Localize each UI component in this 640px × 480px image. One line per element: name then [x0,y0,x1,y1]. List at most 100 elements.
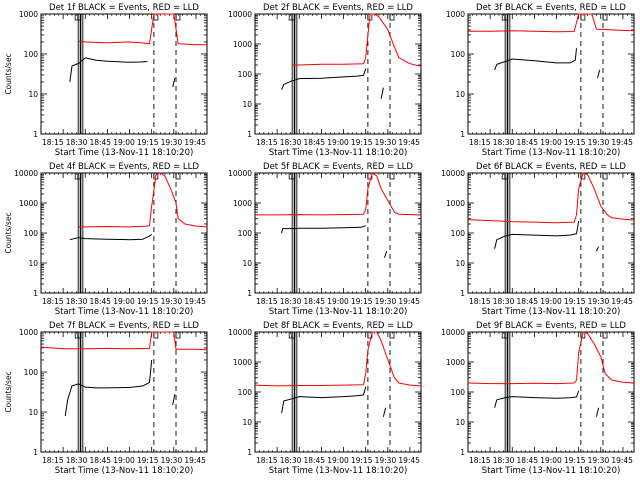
x-tick-label: 19:00 [113,456,135,465]
plot-frame [40,331,208,453]
x-tick-label: 18:15 [256,138,278,147]
panel-title: Det 8f BLACK = Events, RED = LLD [263,321,413,331]
y-tick-label: 10000 [228,169,252,178]
x-tick-label: 18:45 [89,297,111,306]
x-tick-label: 19:00 [327,297,349,306]
plot-frame [40,172,208,294]
time-marker-flag [389,172,395,180]
series-black-events [597,69,601,79]
x-tick-label: 18:30 [493,138,515,147]
panel-4: Det 4f BLACK = Events, RED = LLD 1 10 100 10… [4,162,208,317]
x-tick-label: 18:15 [469,456,491,465]
series-black-events [281,386,367,414]
time-marker-flag [175,13,181,21]
panel-title: Det 5f BLACK = Events, RED = LLD [263,162,413,172]
time-marker-flag [175,331,181,339]
series-black-events [69,233,152,241]
x-tick-label: 19:00 [113,297,135,306]
x-tick-label: 19:30 [161,138,183,147]
x-tick-label: 19:15 [351,456,373,465]
x-tick-label: 19:00 [113,138,135,147]
x-tick-label: 19:30 [161,456,183,465]
x-tick-label: 19:00 [327,456,349,465]
series-black-events [595,246,600,252]
time-marker-flag [291,13,296,21]
x-axis-label: Start Time (13-Nov-11 18:10:20) [55,307,194,317]
x-axis-label: Start Time (13-Nov-11 18:10:20) [482,148,621,158]
plot-frame [467,13,635,135]
series-black-events [281,225,366,234]
x-axis-label: Start Time (13-Nov-11 18:10:20) [55,148,194,158]
x-tick-label: 18:45 [516,138,538,147]
y-tick-label: 1000 [19,328,38,337]
x-tick-label: 19:00 [540,456,562,465]
plot-frame [254,172,422,294]
x-tick-label: 19:30 [588,138,610,147]
x-tick-label: 18:30 [493,297,515,306]
x-tick-label: 18:30 [280,138,302,147]
y-tick-label: 1 [33,448,38,457]
y-axis-label: Counts/sec [4,212,13,253]
y-tick-label: 1000 [233,358,252,367]
x-tick-label: 19:45 [184,456,206,465]
y-tick-label: 10 [242,100,252,109]
y-tick-label: 100 [238,70,253,79]
x-tick-label: 19:30 [375,297,397,306]
y-tick-label: 10000 [441,328,465,337]
series-red-lld [467,331,635,385]
x-tick-label: 19:30 [588,456,610,465]
plot-frame [254,331,422,453]
x-tick-label: 19:45 [184,138,206,147]
y-tick-label: 10 [28,90,38,99]
y-tick-label: 100 [24,50,39,59]
series-black-events [380,87,384,99]
time-marker-flag [175,172,181,180]
series-red-lld [467,172,635,224]
x-axis-label: Start Time (13-Nov-11 18:10:20) [55,466,194,476]
time-marker-flag [602,331,608,339]
y-tick-label: 100 [24,368,39,377]
panel-7: Det 7f BLACK = Events, RED = LLD 1 10 100 10… [4,321,208,476]
time-marker-flag [77,172,82,180]
series-red-lld [78,172,208,228]
series-black-events [69,57,148,83]
x-axis-label: Start Time (13-Nov-11 18:10:20) [269,307,408,317]
y-tick-label: 10 [28,408,38,417]
panel-6: Det 6f BLACK = Events, RED = LLD 1 10 100 10… [441,162,635,317]
x-tick-label: 18:45 [303,138,325,147]
y-tick-label: 1000 [446,358,465,367]
x-tick-label: 18:15 [469,138,491,147]
y-tick-label: 1 [460,130,465,139]
series-red-lld [78,13,207,46]
x-tick-label: 18:30 [280,456,302,465]
x-tick-label: 18:30 [280,297,302,306]
panel-title: Det 2f BLACK = Events, RED = LLD [263,3,413,13]
x-axis-label: Start Time (13-Nov-11 18:10:20) [482,466,621,476]
y-tick-label: 1000 [233,199,252,208]
panel-9: Det 9f BLACK = Events, RED = LLD 1 10 100 10… [441,321,635,476]
y-tick-label: 10000 [441,169,465,178]
panel-title: Det 3f BLACK = Events, RED = LLD [476,3,626,13]
series-black-events [384,250,388,258]
y-tick-label: 1000 [19,10,38,19]
panel-1: Det 1f BLACK = Events, RED = LLD 1 10 100 10… [4,3,208,158]
x-tick-label: 18:30 [493,456,515,465]
y-axis-label: Counts/sec [4,53,13,94]
x-tick-label: 18:45 [516,297,538,306]
series-red-lld [292,13,422,67]
x-tick-label: 18:15 [42,297,64,306]
x-tick-label: 19:15 [137,297,159,306]
y-tick-label: 10 [28,259,38,268]
series-red-lld [468,13,635,33]
x-tick-label: 18:15 [256,456,278,465]
x-tick-label: 18:30 [66,456,88,465]
x-tick-label: 19:15 [137,138,159,147]
y-tick-label: 10 [455,259,465,268]
y-tick-label: 10 [242,418,252,427]
x-tick-label: 18:45 [303,297,325,306]
series-red-lld [255,172,422,216]
y-tick-label: 1 [247,448,252,457]
x-tick-label: 19:30 [161,297,183,306]
x-tick-label: 18:45 [303,456,325,465]
x-tick-label: 19:45 [611,138,633,147]
